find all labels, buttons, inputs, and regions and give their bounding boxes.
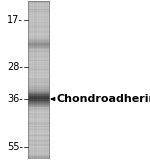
Text: 55-: 55- xyxy=(7,142,23,152)
Text: 28-: 28- xyxy=(7,62,23,72)
Text: 17-: 17- xyxy=(7,15,23,25)
Text: 36-: 36- xyxy=(7,94,23,104)
Bar xyxy=(28,1,49,159)
Text: Chondroadherin: Chondroadherin xyxy=(57,94,150,104)
